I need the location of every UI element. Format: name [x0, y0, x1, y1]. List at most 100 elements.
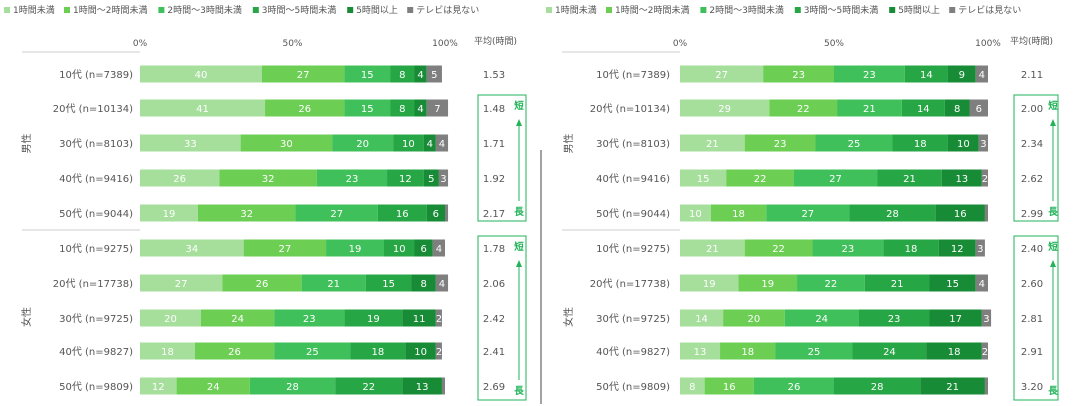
bar-segment: [445, 204, 449, 222]
bar-segment: [680, 204, 711, 222]
bar-segment: [426, 99, 449, 117]
legend-swatch: [889, 7, 896, 13]
bar-value-label: 15: [361, 70, 374, 81]
bar-value-label: 13: [955, 174, 968, 185]
bar-value-label: 19: [367, 314, 380, 325]
bar-value-label: 26: [228, 347, 241, 358]
bar-segment: [344, 309, 403, 327]
average-value: 2.17: [483, 209, 505, 220]
average-value: 2.34: [1021, 139, 1043, 150]
bar-segment: [926, 342, 982, 360]
bar-segment: [984, 204, 988, 222]
bar-value-label: 8: [954, 104, 960, 115]
bar-segment: [432, 239, 445, 257]
bar-segment: [680, 309, 724, 327]
bar-value-label: 4: [979, 70, 985, 81]
bar-segment: [969, 99, 988, 117]
bar-value-label: 24: [231, 314, 244, 325]
category-label: 40代 (n=9416): [59, 173, 133, 185]
bar-value-label: 5: [431, 70, 437, 81]
average-value: 2.00: [1021, 104, 1043, 115]
average-value: 1.48: [483, 104, 505, 115]
legend-swatch: [407, 7, 414, 13]
bar-segment: [744, 239, 813, 257]
bar-segment: [680, 342, 721, 360]
bar-segment: [140, 342, 195, 360]
average-value: 2.40: [1021, 244, 1043, 255]
bar-value-label: 2: [982, 347, 988, 358]
bar-segment: [975, 274, 988, 292]
short-label: 短: [1048, 241, 1058, 253]
bar-value-label: 26: [256, 279, 269, 290]
legend-label: テレビは見ない: [958, 5, 1021, 16]
bar-value-label: 18: [161, 347, 174, 358]
bar-value-label: 21: [946, 382, 959, 393]
bar-segment: [858, 309, 930, 327]
bar-value-label: 3: [983, 314, 989, 325]
bar-segment: [344, 99, 391, 117]
bar-segment: [766, 204, 850, 222]
bar-value-label: 22: [362, 382, 375, 393]
legend-label: 1時間〜2時間未満: [73, 4, 147, 16]
legend-label: 1時間未満: [555, 4, 597, 16]
bar-segment: [316, 169, 388, 187]
bar-value-label: 27: [829, 174, 842, 185]
bar-segment: [981, 309, 992, 327]
category-label: 30代 (n=8103): [59, 138, 133, 150]
bar-value-label: 21: [706, 244, 719, 255]
trend-box-frame: [1013, 94, 1059, 222]
bar-segment: [140, 377, 177, 395]
bar-segment: [274, 342, 351, 360]
bar-value-label: 25: [848, 139, 861, 150]
bar-value-label: 22: [754, 174, 767, 185]
bar-segment: [834, 65, 905, 83]
bar-value-label: 27: [330, 209, 343, 220]
bar-value-label: 28: [286, 382, 299, 393]
trend-arrow-head: [1050, 119, 1056, 126]
bar-value-label: 21: [706, 139, 719, 150]
average-value: 2.06: [483, 279, 505, 290]
bar-segment: [222, 274, 302, 292]
bar-segment: [402, 377, 442, 395]
bar-segment: [877, 169, 942, 187]
bar-segment: [680, 169, 727, 187]
legend-label: 1時間〜2時間未満: [615, 4, 689, 16]
bar-segment: [402, 309, 436, 327]
bar-segment: [947, 134, 979, 152]
bar-segment: [140, 99, 266, 117]
average-value: 1.92: [483, 174, 505, 185]
legend-swatch: [606, 7, 612, 13]
category-label: 20代 (n=10134): [53, 103, 133, 115]
bar-segment: [390, 65, 415, 83]
long-label: 長: [1048, 207, 1058, 218]
bar-segment: [265, 99, 345, 117]
long-label: 長: [514, 207, 524, 218]
bar-value-label: 21: [903, 174, 916, 185]
bar-value-label: 24: [883, 347, 896, 358]
average-value: 1.78: [483, 244, 505, 255]
legend-label: テレビは見ない: [416, 5, 479, 16]
bar-segment: [726, 169, 794, 187]
legend-swatch: [158, 7, 165, 13]
bar-segment: [784, 309, 859, 327]
bar-segment: [140, 204, 198, 222]
bar-value-label: 23: [841, 244, 854, 255]
bar-segment: [335, 377, 403, 395]
bar-value-label: 20: [748, 314, 761, 325]
avg-header: 平均(時間): [1010, 35, 1053, 47]
group-label: 男性: [562, 134, 575, 154]
bar-segment: [140, 169, 220, 187]
bar-value-label: 6: [976, 104, 982, 115]
bar-value-label: 10: [957, 139, 970, 150]
bar-value-label: 19: [761, 279, 774, 290]
bar-segment: [365, 274, 412, 292]
legend-2: 1時間未満 1時間〜2時間未満 2時間〜3時間未満 3時間〜5時間未満 5時間以上 テレビ…: [546, 4, 1021, 16]
category-label: 10代 (n=7389): [59, 69, 133, 81]
bar-segment: [680, 239, 745, 257]
x-tick-label: 0%: [673, 39, 688, 49]
bar-value-label: 30: [280, 139, 293, 150]
bar-value-label: 2: [436, 347, 442, 358]
bar-value-label: 16: [396, 209, 409, 220]
bar-segment: [834, 377, 921, 395]
